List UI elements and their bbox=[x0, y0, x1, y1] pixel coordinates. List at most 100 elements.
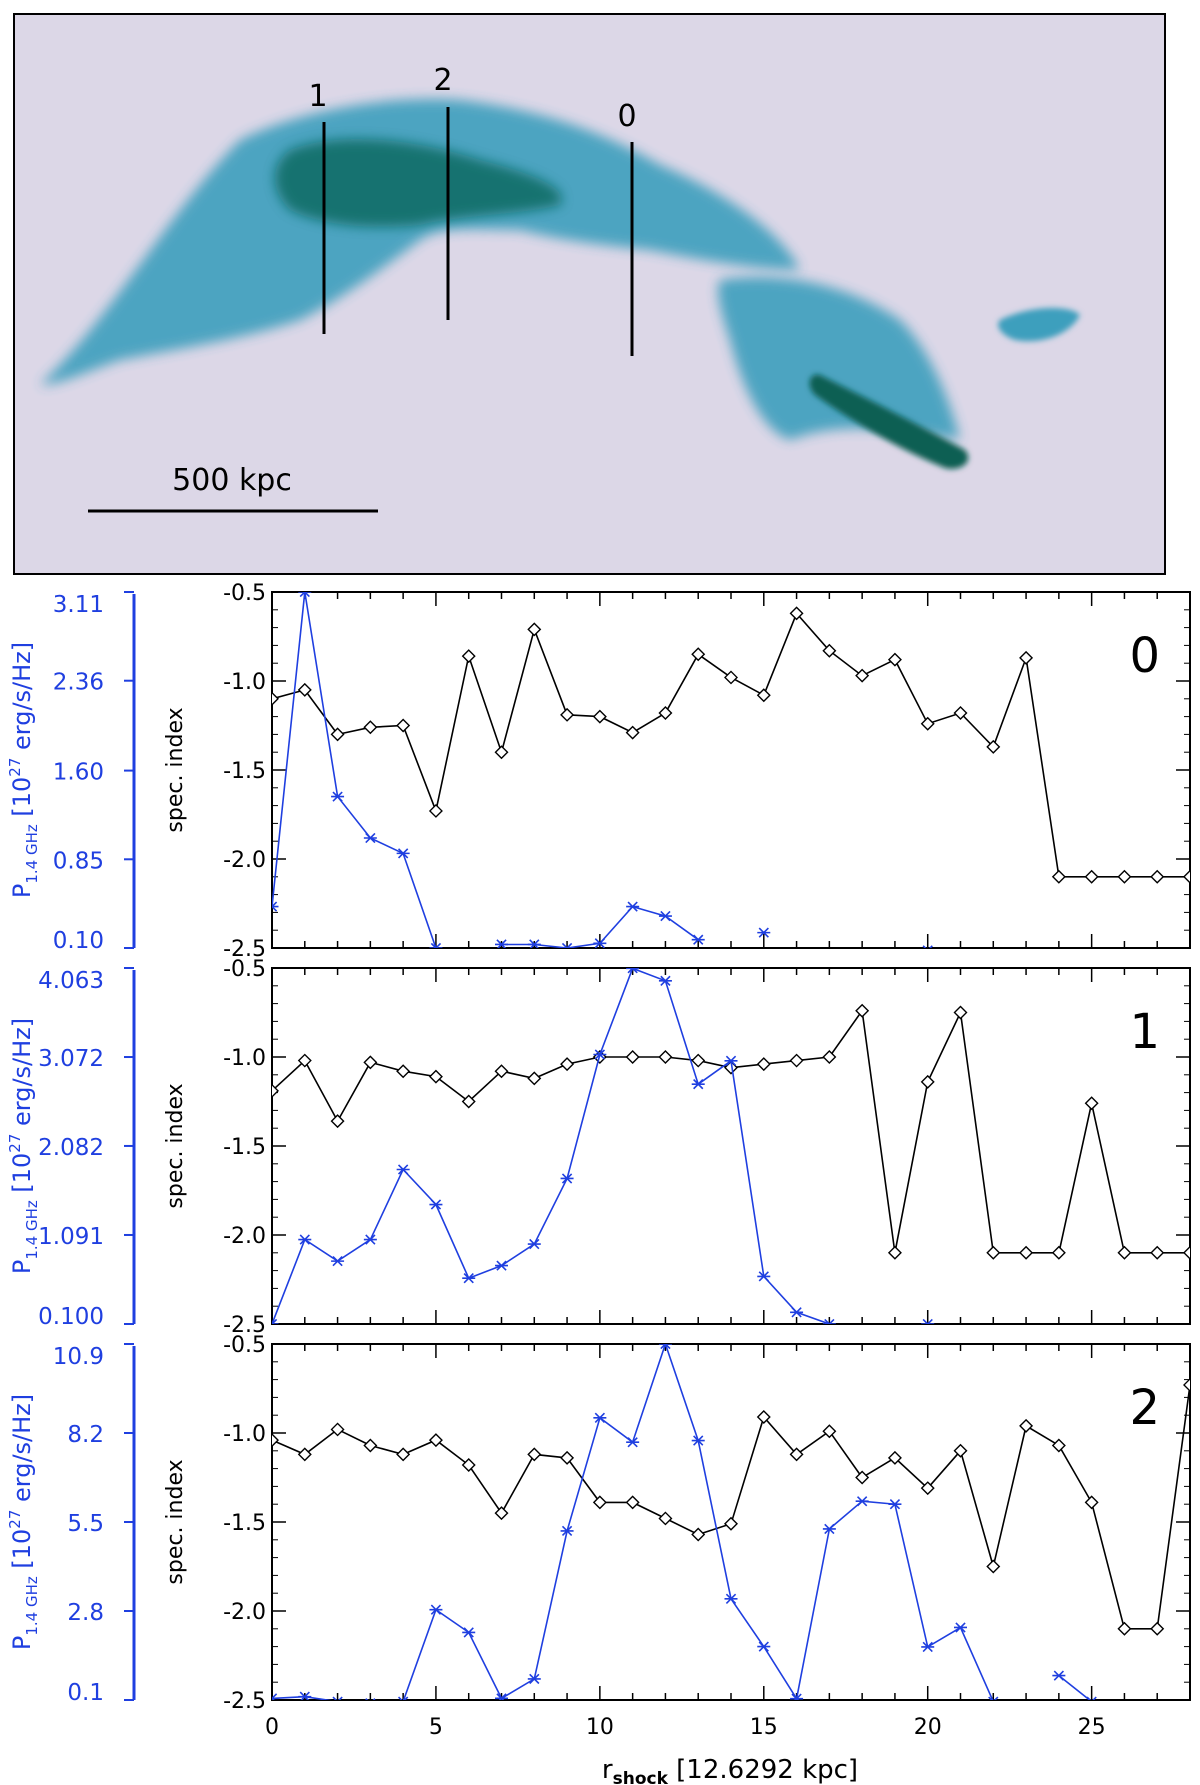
spec-index-point bbox=[986, 739, 1001, 754]
spec-index-point bbox=[1084, 1495, 1099, 1510]
spec-index-point bbox=[855, 1003, 870, 1018]
plot-area bbox=[272, 592, 1190, 948]
spec-index-point bbox=[396, 718, 411, 733]
panel-label: 2 bbox=[1129, 1380, 1160, 1436]
power-point bbox=[527, 1238, 541, 1250]
power-point bbox=[921, 1318, 935, 1324]
spec-index-point bbox=[920, 716, 935, 731]
spec-tick-label: -2.5 bbox=[223, 1313, 266, 1338]
spec-tick-label: -1.0 bbox=[223, 670, 266, 695]
spec-index-point bbox=[920, 1074, 935, 1089]
power-point bbox=[790, 1693, 804, 1700]
power-point bbox=[757, 1641, 771, 1652]
x-tick-label: 15 bbox=[750, 1715, 778, 1740]
spec-tick-label: -1.0 bbox=[223, 1422, 266, 1447]
spec-index-point bbox=[822, 643, 837, 658]
power-tick-label: 0.10 bbox=[53, 928, 104, 954]
spec-index-point bbox=[691, 1053, 706, 1068]
plot-frame bbox=[271, 591, 1191, 949]
cut-lines: 1 2 0 bbox=[308, 63, 637, 356]
spec-index-point bbox=[428, 1433, 443, 1448]
power-point bbox=[724, 1593, 738, 1604]
jet-emission bbox=[809, 374, 969, 469]
spec-index-point bbox=[1019, 1418, 1034, 1433]
power-point bbox=[626, 1437, 640, 1448]
spec-index-point bbox=[986, 1245, 1001, 1260]
power-tick-label: 0.1 bbox=[67, 1680, 104, 1706]
spec-tick-label: -2.0 bbox=[223, 848, 266, 873]
power-point bbox=[822, 1523, 836, 1535]
spec-index-point bbox=[1183, 1245, 1190, 1260]
spec-index-point bbox=[396, 1447, 411, 1462]
power-point bbox=[560, 942, 574, 948]
spec-index-point bbox=[986, 1559, 1001, 1574]
spec-index-point bbox=[428, 1069, 443, 1084]
spec-index-point bbox=[658, 1050, 673, 1064]
arc-core-emission bbox=[275, 139, 562, 227]
spec-index-point bbox=[461, 649, 476, 664]
spec-index-point bbox=[1183, 1377, 1190, 1392]
spec-index-point bbox=[330, 727, 345, 742]
x-tick-label: 10 bbox=[586, 1715, 614, 1740]
spec-index-point bbox=[953, 1443, 968, 1458]
spec-index-point bbox=[1150, 1245, 1165, 1260]
spec-index-point bbox=[560, 707, 575, 722]
power-axis-title: P1.4 GHz [1027 erg/s/Hz] bbox=[6, 1018, 41, 1274]
spec-index-point bbox=[756, 1409, 771, 1424]
spec-index-point bbox=[855, 1470, 870, 1485]
plot-area bbox=[272, 1344, 1190, 1700]
arc-emission bbox=[40, 99, 800, 386]
power-point bbox=[954, 1622, 967, 1633]
spec-index-line bbox=[272, 1008, 1190, 1254]
spec-index-point bbox=[272, 691, 279, 706]
spec-index-point bbox=[625, 1495, 640, 1510]
power-axis-title-left-ylabel-unit: [10 bbox=[8, 777, 36, 825]
power-point bbox=[988, 1696, 999, 1700]
power-point bbox=[658, 975, 672, 987]
power-point bbox=[396, 848, 410, 859]
power-point bbox=[626, 901, 640, 912]
power-tick-label: 3.11 bbox=[53, 592, 104, 618]
spec-index-point bbox=[1183, 869, 1190, 884]
spec-index-point bbox=[756, 688, 771, 703]
spec-index-point bbox=[297, 682, 312, 697]
spec-index-point bbox=[1019, 1245, 1034, 1260]
power-axis-title-left-ylabel-main: P bbox=[8, 884, 36, 898]
x-tick-label: 5 bbox=[429, 1715, 443, 1740]
plot-area bbox=[272, 968, 1190, 1324]
power-axis-title-left-ylabel-sub: 1.4 GHz bbox=[23, 824, 41, 884]
power-point bbox=[593, 1049, 607, 1060]
power-point bbox=[272, 1693, 279, 1700]
power-point bbox=[822, 1318, 836, 1324]
x-axis-title: rshock [12.6292 kpc] bbox=[602, 1755, 858, 1785]
spec-tick-label: -0.5 bbox=[223, 581, 266, 606]
spec-index-point bbox=[953, 1005, 968, 1020]
spec-index-point bbox=[592, 709, 607, 724]
power-tick-label: 0.85 bbox=[53, 848, 104, 874]
x-axis-title-sub: shock bbox=[613, 1769, 669, 1785]
power-axis-title: P1.4 GHz [1027 erg/s/Hz] bbox=[6, 642, 41, 898]
power-point bbox=[429, 1199, 443, 1210]
power-tick-label: 0.100 bbox=[38, 1304, 104, 1330]
spec-index-point bbox=[625, 1050, 640, 1064]
spec-index-point bbox=[1117, 1621, 1132, 1636]
blob-emission bbox=[998, 308, 1080, 342]
spec-index-point bbox=[1051, 869, 1066, 884]
spec-index-point bbox=[822, 1424, 837, 1439]
spec-index-point bbox=[396, 1064, 411, 1079]
spec-index-point bbox=[724, 1516, 738, 1531]
power-tick-label: 8.2 bbox=[67, 1422, 104, 1448]
power-axis-title-left-ylabel-sub: 1.4 GHz bbox=[23, 1200, 41, 1260]
power-axis-title: P1.4 GHz [1027 erg/s/Hz] bbox=[6, 1394, 41, 1650]
power-point bbox=[397, 1696, 409, 1700]
power-point bbox=[363, 1234, 377, 1245]
power-axis-title-left-ylabel-unit: [10 bbox=[8, 1529, 36, 1577]
spec-index-point bbox=[691, 1527, 706, 1542]
spec-index-point bbox=[724, 670, 738, 685]
x-tick-label: 20 bbox=[914, 1715, 942, 1740]
spec-index-point bbox=[527, 1447, 542, 1462]
spec-index-point bbox=[822, 1050, 837, 1064]
power-point bbox=[363, 832, 377, 844]
power-point bbox=[757, 1271, 771, 1282]
power-tick-label: 5.5 bbox=[67, 1511, 104, 1537]
